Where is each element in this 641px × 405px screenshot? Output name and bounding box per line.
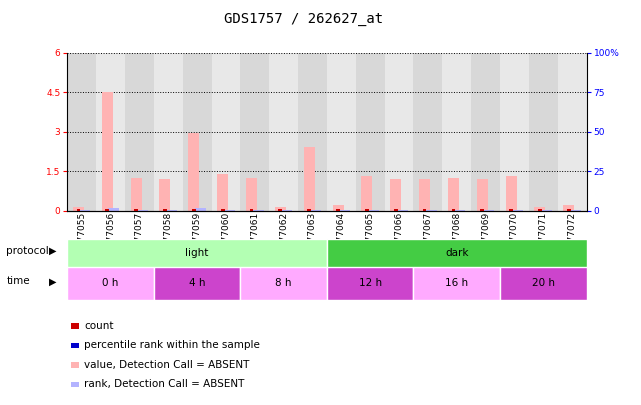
Text: rank, Detection Call = ABSENT: rank, Detection Call = ABSENT bbox=[84, 379, 244, 389]
Bar bbox=[327, 267, 413, 300]
Text: protocol: protocol bbox=[6, 246, 49, 256]
Bar bbox=[333, 205, 344, 211]
Bar bbox=[563, 205, 574, 211]
Text: value, Detection Call = ABSENT: value, Detection Call = ABSENT bbox=[84, 360, 249, 370]
Bar bbox=[298, 53, 327, 211]
Bar bbox=[105, 209, 109, 211]
Text: 16 h: 16 h bbox=[445, 279, 469, 288]
Bar bbox=[368, 210, 379, 211]
Bar bbox=[567, 209, 570, 211]
Bar bbox=[385, 53, 413, 211]
Bar bbox=[67, 267, 154, 300]
Text: 12 h: 12 h bbox=[358, 279, 382, 288]
Bar bbox=[419, 179, 430, 211]
Bar bbox=[131, 178, 142, 211]
Bar bbox=[500, 53, 529, 211]
Text: dark: dark bbox=[445, 248, 469, 258]
Bar bbox=[471, 53, 500, 211]
Bar bbox=[125, 53, 154, 211]
Bar bbox=[249, 209, 253, 211]
Bar bbox=[529, 53, 558, 211]
Bar bbox=[413, 267, 500, 300]
Text: 8 h: 8 h bbox=[276, 279, 292, 288]
Bar bbox=[160, 179, 171, 211]
Text: ▶: ▶ bbox=[49, 277, 57, 286]
Bar bbox=[154, 53, 183, 211]
Bar bbox=[448, 178, 459, 211]
Text: GDS1757 / 262627_at: GDS1757 / 262627_at bbox=[224, 12, 383, 26]
Bar bbox=[413, 53, 442, 211]
Text: 0 h: 0 h bbox=[103, 279, 119, 288]
Text: count: count bbox=[84, 321, 113, 331]
Bar bbox=[102, 92, 113, 211]
Bar bbox=[336, 209, 340, 211]
Bar bbox=[275, 207, 286, 211]
Bar bbox=[390, 179, 401, 211]
Bar bbox=[327, 239, 587, 267]
Bar bbox=[535, 207, 545, 211]
Bar bbox=[154, 267, 240, 300]
Bar bbox=[76, 209, 80, 211]
Bar bbox=[212, 53, 240, 211]
Bar bbox=[500, 267, 587, 300]
Bar bbox=[134, 209, 138, 211]
Bar bbox=[506, 177, 517, 211]
Bar bbox=[480, 209, 484, 211]
Text: percentile rank within the sample: percentile rank within the sample bbox=[84, 341, 260, 350]
Bar bbox=[477, 179, 488, 211]
Text: ▶: ▶ bbox=[49, 246, 57, 256]
Bar bbox=[67, 239, 327, 267]
Bar bbox=[188, 133, 199, 211]
Bar bbox=[278, 209, 282, 211]
Bar bbox=[362, 177, 372, 211]
Bar bbox=[327, 53, 356, 211]
Bar bbox=[310, 210, 321, 211]
Bar bbox=[422, 209, 426, 211]
Bar bbox=[365, 209, 369, 211]
Bar bbox=[221, 209, 224, 211]
Text: 4 h: 4 h bbox=[189, 279, 205, 288]
Bar bbox=[538, 209, 542, 211]
Bar bbox=[394, 209, 397, 211]
Text: light: light bbox=[185, 248, 209, 258]
Bar bbox=[192, 209, 196, 211]
Bar bbox=[217, 174, 228, 211]
Bar bbox=[269, 53, 298, 211]
Bar bbox=[356, 53, 385, 211]
Bar bbox=[240, 53, 269, 211]
Bar bbox=[240, 267, 327, 300]
Bar bbox=[246, 178, 257, 211]
Bar bbox=[509, 209, 513, 211]
Bar bbox=[108, 208, 119, 211]
Text: time: time bbox=[6, 277, 30, 286]
Bar bbox=[304, 147, 315, 211]
Bar bbox=[195, 209, 206, 211]
Bar bbox=[67, 53, 96, 211]
Bar bbox=[307, 209, 311, 211]
Bar bbox=[163, 209, 167, 211]
Bar bbox=[558, 53, 587, 211]
Bar bbox=[73, 207, 84, 211]
Text: 20 h: 20 h bbox=[532, 279, 554, 288]
Bar bbox=[96, 53, 125, 211]
Bar bbox=[183, 53, 212, 211]
Bar bbox=[451, 209, 455, 211]
Bar bbox=[442, 53, 471, 211]
